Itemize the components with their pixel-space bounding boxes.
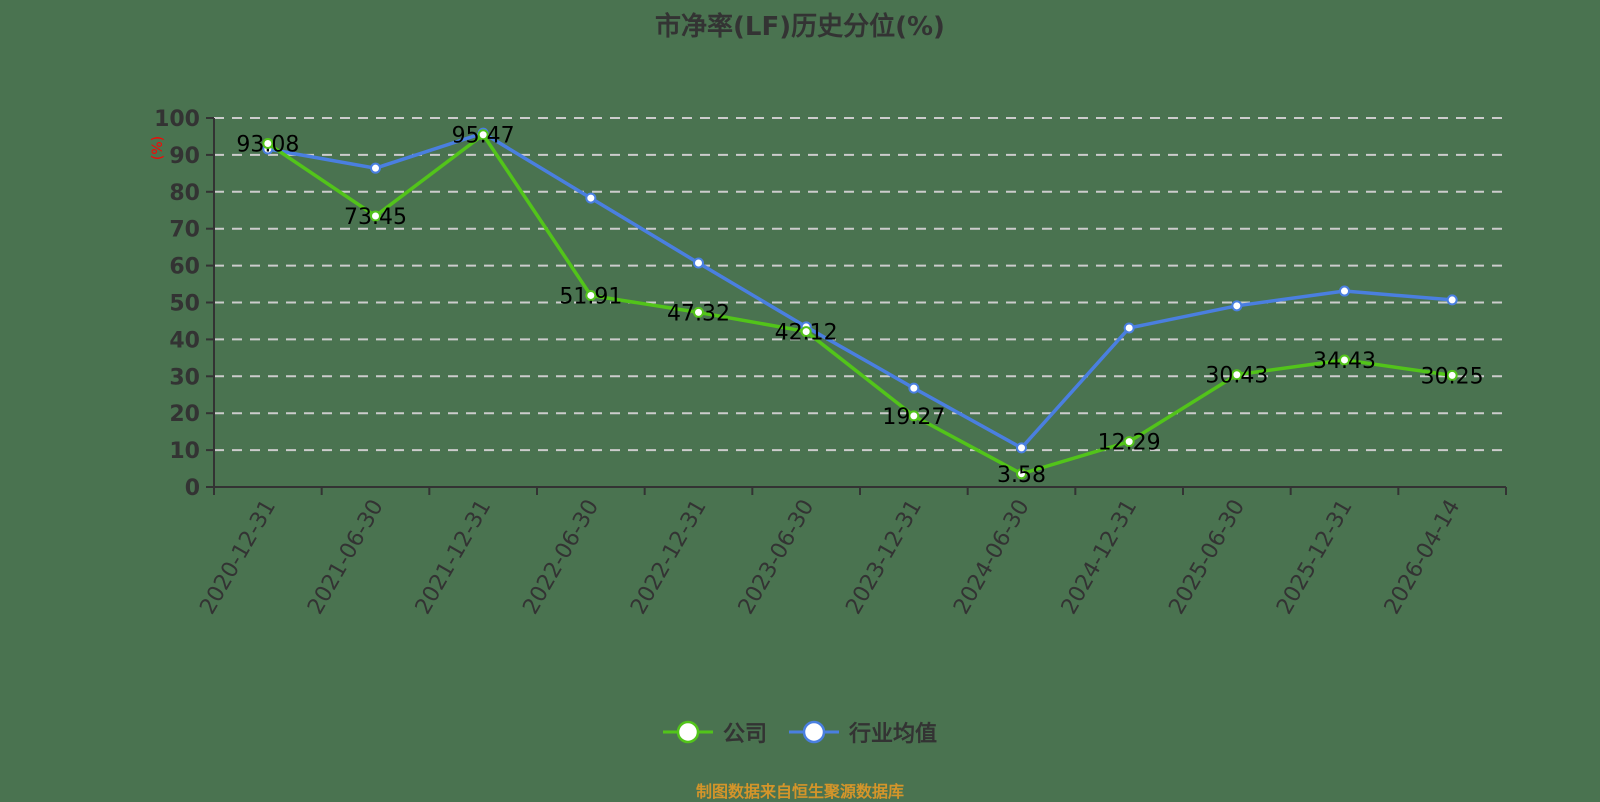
legend-label-industry-avg: 行业均值 [849,722,938,747]
data-point[interactable] [1446,294,1458,306]
data-label: 19.27 [882,405,945,430]
y-tick-label: 10 [169,439,200,464]
data-point[interactable] [1339,285,1350,297]
data-label: 51.91 [559,284,622,309]
grid-lines [214,117,1506,452]
x-tick-label: 2021-12-31 [411,495,497,618]
data-point[interactable] [1016,442,1027,454]
y-tick-label: 80 [169,181,200,206]
data-point[interactable] [585,289,597,301]
y-tick-label: 70 [169,218,200,243]
x-tick-label: 2025-12-31 [1272,496,1358,619]
x-tick-label: 2023-06-30 [734,496,820,619]
data-point[interactable] [908,410,920,422]
data-point[interactable] [1339,354,1350,366]
data-source-footer: 制图数据来自恒生聚源数据库 [695,782,904,801]
data-label: 42.12 [775,321,838,346]
data-point[interactable] [693,306,704,318]
legend-item-industry-avg[interactable]: 行业均值 [789,716,937,748]
axes: 0 10 20 30 40 50 60 70 80 90 100 2020-12-31 2021-06-… [154,107,1507,619]
x-tick-label: 2025-06-30 [1164,496,1250,619]
legend: 公司 行业均值 [0,716,1600,748]
chart-title: 市净率(LF)历史分位(%) [655,12,945,42]
data-point[interactable] [800,326,812,338]
y-tick-label: 0 [185,476,200,501]
y-tick-label: 90 [169,144,200,169]
legend-marker-green-icon [662,720,713,744]
y-tick-label: 50 [169,292,200,317]
data-point[interactable] [477,129,489,141]
data-label: 47.32 [667,301,730,326]
data-label: 34.43 [1313,349,1376,374]
data-labels: 93.08 73.45 95.47 51.91 47.32 42.12 19.27 3.58 1… [236,124,1483,488]
data-label: 30.25 [1421,364,1484,389]
series-line-industry-avg [267,131,1453,451]
y-tick-label: 40 [169,328,200,353]
data-point[interactable] [1016,468,1027,480]
x-tick-label: 2024-06-30 [949,496,1035,619]
data-point[interactable] [1123,322,1135,334]
legend-marker-blue-icon [789,720,839,744]
data-point[interactable] [693,257,704,269]
x-tick-label: 2024-12-31 [1057,496,1143,619]
y-tick-label: 30 [169,365,200,390]
legend-item-company[interactable]: 公司 [662,716,767,748]
series-line-company [266,132,1453,476]
data-label: 3.58 [997,463,1046,488]
data-point[interactable] [370,210,381,222]
series-lines [262,127,1458,480]
data-label: 30.43 [1205,364,1268,389]
y-tick-label: 100 [154,107,200,132]
data-label: 73.45 [344,205,407,230]
y-tick-label: 60 [169,255,200,280]
data-point[interactable] [1446,369,1458,381]
data-label: 95.47 [452,124,515,149]
data-point[interactable] [1231,369,1243,381]
data-point[interactable] [262,138,274,150]
x-tick-label: 2026-04-14 [1380,496,1466,619]
x-tick-label: 2022-12-31 [626,496,712,619]
x-tick-label: 2021-06-30 [303,496,389,619]
x-tick-label: 2022-06-30 [518,496,604,619]
data-point[interactable] [585,192,597,204]
data-label: 93.08 [236,133,299,158]
legend-label-company: 公司 [722,722,767,747]
x-tick-label: 2020-12-31 [195,496,281,619]
data-point[interactable] [1231,300,1243,312]
data-point[interactable] [1123,436,1135,448]
data-point[interactable] [908,382,920,394]
data-point[interactable] [370,162,381,174]
data-label: 12.29 [1098,431,1161,456]
y-tick-label: 20 [169,402,200,427]
x-tick-label: 2023-12-31 [841,495,927,618]
